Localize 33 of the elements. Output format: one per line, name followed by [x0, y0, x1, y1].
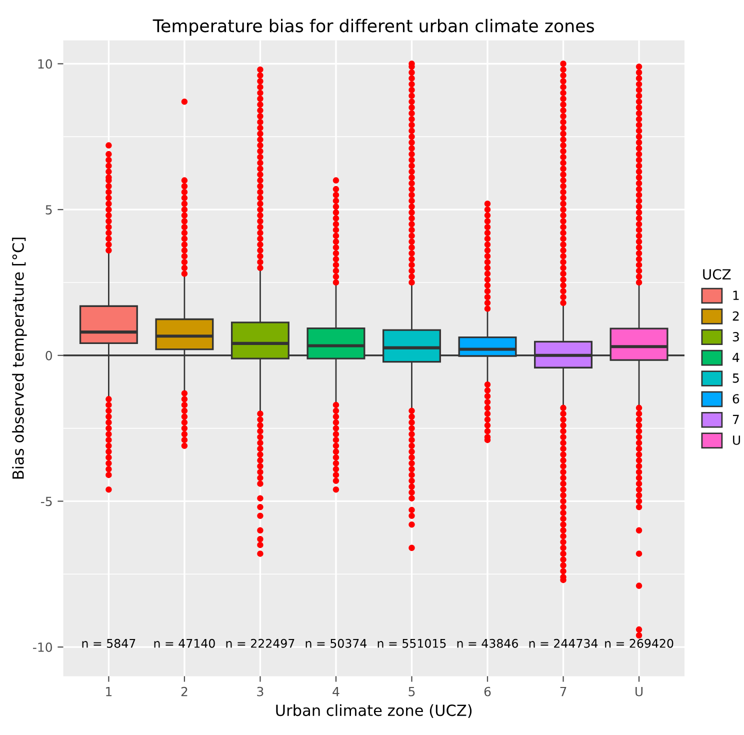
x-tick-label: 4 — [332, 687, 340, 696]
x-tick-label: 2 — [181, 686, 188, 696]
annotation: n = 551015 — [378, 638, 446, 648]
annotation: n = 269420 — [605, 638, 674, 648]
legend-label: 5 — [732, 374, 739, 383]
y-tick-label: 0 — [46, 350, 52, 360]
legend-label: U — [733, 436, 740, 445]
x-tick-label: U — [636, 687, 643, 696]
x-tick-label: 1 — [106, 687, 112, 696]
annotation: n = 222497 — [226, 638, 294, 648]
chart-title: Temperature bias for different urban climate zones — [152, 18, 594, 36]
x-tick-label: 7 — [560, 687, 566, 696]
y-tick-label: 5 — [46, 205, 52, 215]
y-tick-label: -5 — [40, 496, 52, 506]
legend-label: 6 — [732, 394, 740, 404]
legend-label: 2 — [732, 311, 739, 321]
legend-title: UCZ — [703, 269, 731, 280]
annotation: n = 244734 — [529, 638, 598, 648]
annotation: n = 47140 — [154, 638, 215, 648]
legend-label: 7 — [732, 414, 739, 424]
legend-label: 3 — [732, 332, 739, 342]
annotation: n = 43846 — [457, 638, 518, 648]
x-tick-label: 3 — [257, 686, 264, 696]
y-axis-title: Bias observed temperature [°C] — [12, 238, 27, 479]
legend-label: 4 — [732, 352, 740, 362]
y-tick-label: -10 — [33, 642, 52, 652]
x-tick-label: 6 — [484, 686, 491, 696]
annotation: n = 50374 — [306, 638, 367, 648]
x-tick-label: 5 — [408, 687, 415, 696]
x-axis-title: Urban climate zone (UCZ) — [276, 704, 472, 718]
annotation: n = 5847 — [82, 638, 136, 648]
legend-label: 1 — [733, 290, 739, 300]
y-tick-label: 10 — [38, 59, 52, 69]
